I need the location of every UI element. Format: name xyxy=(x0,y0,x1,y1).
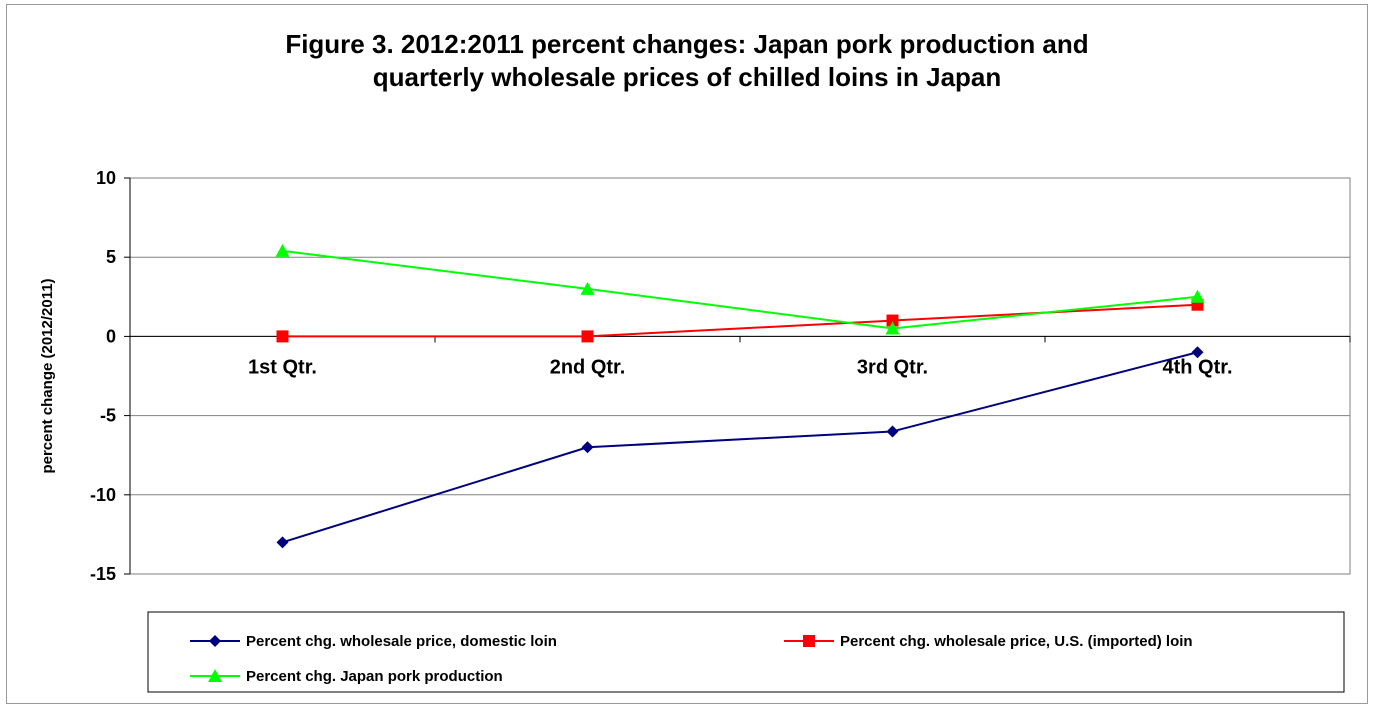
chart-title: Figure 3. 2012:2011 percent changes: Jap… xyxy=(0,28,1374,94)
series-1 xyxy=(276,298,1204,343)
x-axis-ticks: 1st Qtr. 2nd Qtr. 3rd Qtr. 4th Qtr. xyxy=(129,336,1351,378)
series-0 xyxy=(276,346,1204,549)
series-line xyxy=(282,351,1198,544)
series-line xyxy=(282,249,1198,330)
y-axis-ticks: 10 5 0 -5 -10 -15 xyxy=(90,168,130,584)
data-point xyxy=(885,321,900,335)
data-point xyxy=(886,425,899,438)
x-category-label: 2nd Qtr. xyxy=(550,356,626,378)
y-tick-label: -5 xyxy=(100,406,116,426)
legend-swatch-marker xyxy=(803,635,815,647)
data-point xyxy=(580,281,595,295)
chart-title-line-2: quarterly wholesale prices of chilled lo… xyxy=(372,62,1002,92)
y-axis-label: percent change (2012/2011) xyxy=(39,278,56,473)
data-point xyxy=(275,243,290,257)
legend-label: Percent chg. wholesale price, U.S. (impo… xyxy=(840,633,1193,650)
legend xyxy=(147,611,1345,693)
data-point xyxy=(276,536,289,549)
legend-item: Percent chg. wholesale price, domestic l… xyxy=(190,633,557,650)
chart-frame xyxy=(6,4,1368,704)
x-category-label: 1st Qtr. xyxy=(248,356,317,378)
data-point xyxy=(1191,346,1204,359)
data-point xyxy=(276,330,289,343)
y-tick-label: 10 xyxy=(96,168,116,188)
y-tick-label: -15 xyxy=(90,564,116,584)
legend-item: Percent chg. Japan pork production xyxy=(190,668,503,685)
legend-swatch-marker xyxy=(208,669,222,682)
data-point xyxy=(581,330,594,343)
y-tick-label: 0 xyxy=(106,326,116,346)
chart-title-line-1: Figure 3. 2012:2011 percent changes: Jap… xyxy=(285,29,1089,59)
x-category-label: 4th Qtr. xyxy=(1162,356,1232,378)
x-category-label: 3rd Qtr. xyxy=(857,356,928,378)
legend-label: Percent chg. Japan pork production xyxy=(246,668,503,685)
y-tick-label: 5 xyxy=(106,247,116,267)
legend-item: Percent chg. wholesale price, U.S. (impo… xyxy=(784,633,1193,650)
y-tick-label: -10 xyxy=(90,485,116,505)
data-point xyxy=(886,314,899,327)
data-point xyxy=(581,441,594,454)
legend-items: Percent chg. wholesale price, domestic l… xyxy=(190,633,1193,685)
series-2 xyxy=(275,243,1205,335)
legend-label: Percent chg. wholesale price, domestic l… xyxy=(246,633,557,650)
data-point xyxy=(1190,289,1205,303)
series-group xyxy=(275,243,1205,549)
legend-swatch-marker xyxy=(209,635,221,647)
